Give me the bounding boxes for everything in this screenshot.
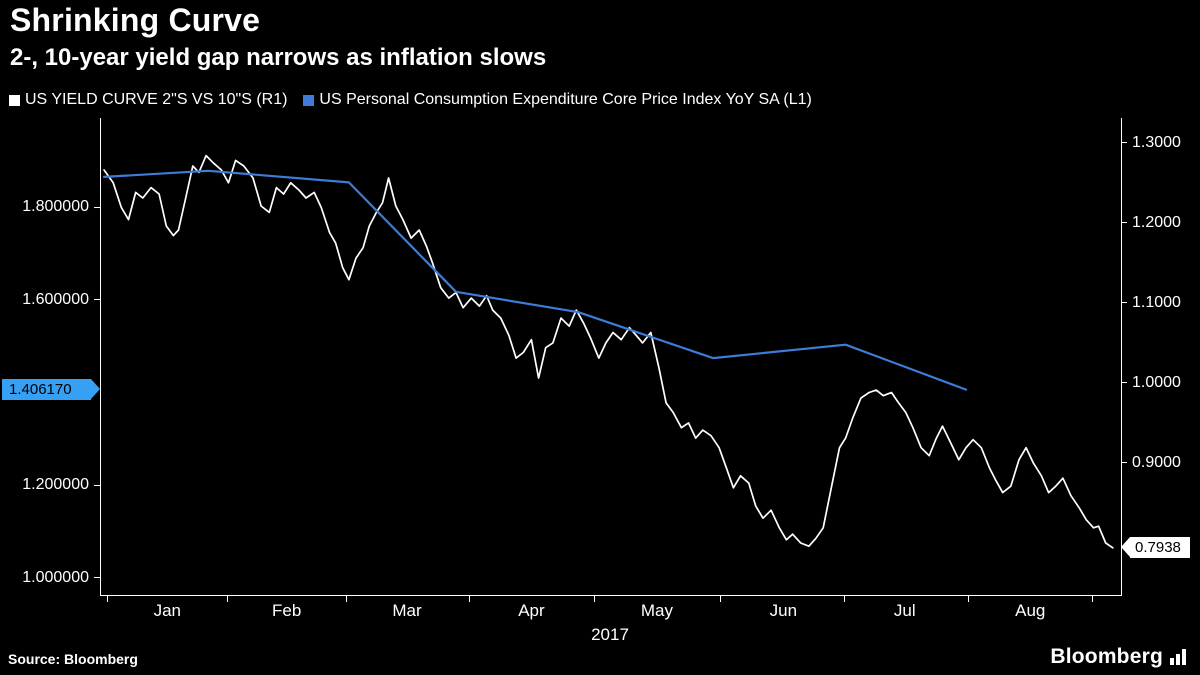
x-axis-year-label: 2017	[591, 625, 629, 644]
x-axis-month-label: Jul	[893, 601, 916, 620]
axis-tick-label: 1.3000	[1132, 133, 1181, 151]
axis-tick-mark	[1121, 462, 1127, 464]
last-value-badge: 1.406170	[2, 379, 100, 401]
x-axis-month-label: Apr	[518, 601, 545, 620]
left-axis: 1.800000 1.600000 1.200000 1.000000 1.406170	[0, 118, 100, 595]
page-subtitle: 2-, 10-year yield gap narrows as inflati…	[10, 44, 547, 71]
x-axis-tick-mark	[844, 596, 846, 602]
x-axis-tick-mark	[346, 596, 348, 602]
x-axis-tick-mark	[967, 596, 969, 602]
axis-tick-label: 1.000000	[22, 568, 89, 586]
chart-canvas	[102, 154, 1114, 549]
x-axis-tick-mark	[468, 596, 470, 602]
x-axis-month-label: Jan	[153, 601, 182, 620]
x-axis: Jan Feb Mar Apr May Jun Jul Aug	[100, 596, 1120, 624]
x-axis-month-label: May	[640, 601, 673, 620]
legend-swatch-icon	[303, 94, 315, 106]
axis-tick-mark	[1121, 222, 1127, 224]
axis-tick-mark	[1121, 142, 1127, 144]
axis-tick-mark	[94, 577, 100, 579]
axis-tick-label: 1.200000	[22, 476, 89, 494]
x-axis-month-label: Aug	[1015, 601, 1046, 620]
axis-tick-label: 1.600000	[22, 290, 89, 308]
page-title: Shrinking Curve	[10, 2, 261, 38]
x-axis-tick-mark	[227, 596, 228, 602]
right-axis: 1.3000 1.2000 1.1000 1.0000 0.9000 0.7938	[1121, 118, 1200, 595]
axis-tick-label: 1.2000	[1132, 213, 1181, 231]
legend: US YIELD CURVE 2"S VS 10"S (R1) US Person…	[9, 91, 812, 109]
bar-chart-icon	[1170, 649, 1188, 665]
yield-curve-spread-line	[103, 154, 1114, 549]
axis-tick-label: 1.0000	[1132, 373, 1181, 391]
axis-tick-label: 1.800000	[22, 198, 89, 215]
axis-tick-label: 1.1000	[1132, 293, 1181, 311]
x-axis-month-label: Mar	[392, 601, 422, 620]
x-axis-tick-mark	[106, 596, 108, 602]
pce-core-yoy-line	[102, 169, 968, 391]
legend-label: US YIELD CURVE 2"S VS 10"S (R1)	[25, 91, 288, 108]
axis-tick-label: 0.9000	[1132, 453, 1181, 471]
axis-tick-mark	[94, 206, 100, 208]
axis-tick-mark	[94, 484, 100, 486]
axis-tick-mark	[1121, 382, 1127, 384]
legend-swatch-icon	[9, 94, 20, 106]
bloomberg-logo: Bloomberg	[1050, 645, 1188, 669]
x-axis-month-label: Jun	[769, 601, 798, 620]
legend-item: US YIELD CURVE 2"S VS 10"S (R1)	[9, 91, 287, 109]
axis-tick-mark	[1121, 302, 1127, 304]
source-text: Source: Bloomberg	[8, 651, 138, 667]
axis-tick-mark	[94, 299, 100, 301]
last-value-badge: 0.7938	[1121, 537, 1190, 559]
x-axis-tick-mark	[594, 596, 596, 602]
plot-area	[100, 118, 1122, 596]
x-axis-tick-mark	[1091, 596, 1093, 602]
x-axis-tick-mark	[719, 596, 721, 602]
legend-item: US Personal Consumption Expenditure Core…	[303, 91, 812, 109]
x-axis-month-label: Feb	[272, 601, 302, 620]
legend-label: US Personal Consumption Expenditure Core…	[319, 91, 812, 108]
bloomberg-logo-text: Bloomberg	[1050, 645, 1163, 668]
